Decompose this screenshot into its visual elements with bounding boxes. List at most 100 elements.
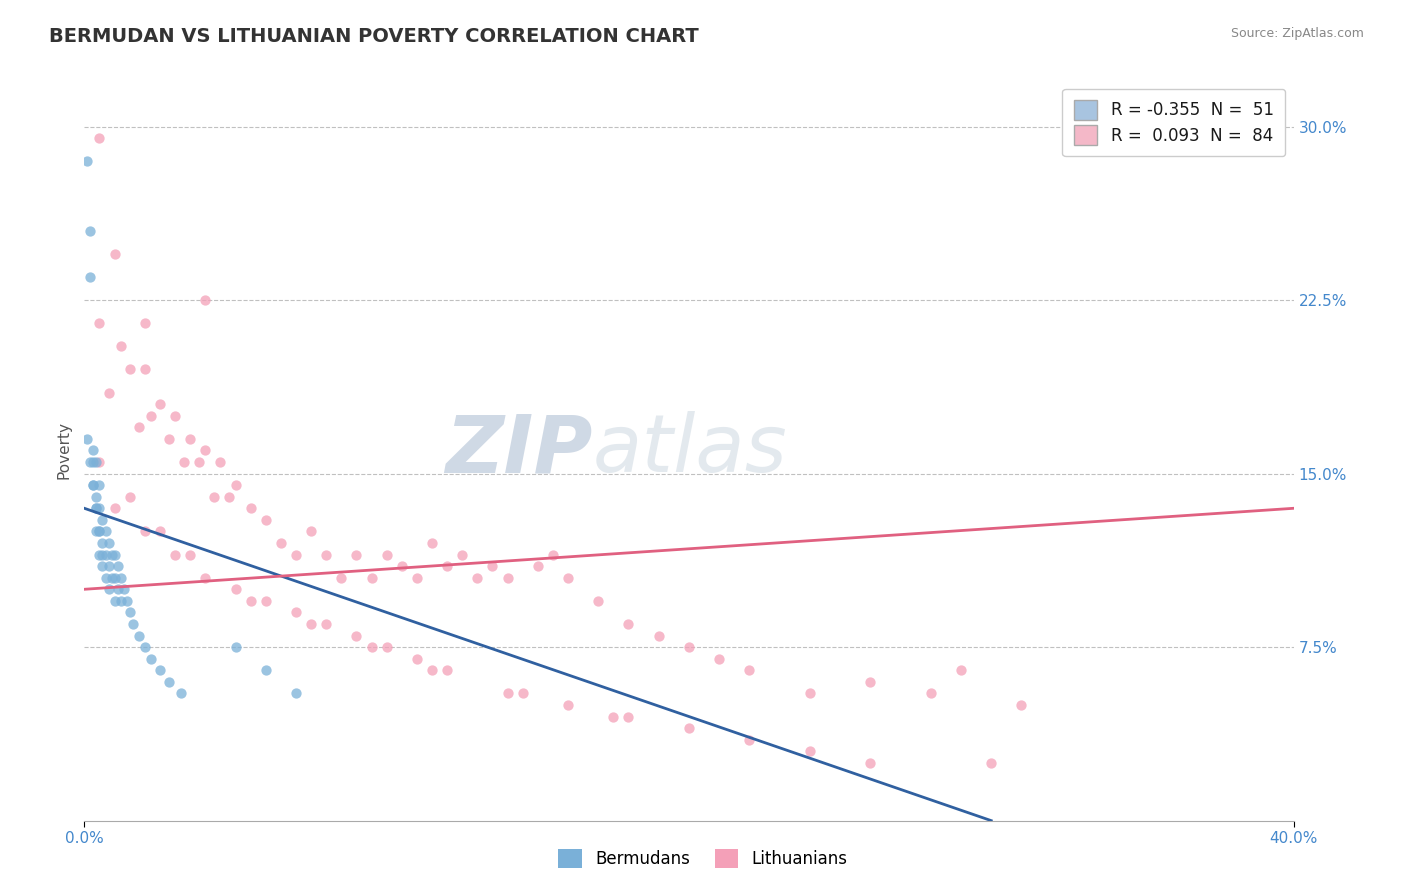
Point [170, 686, 193, 700]
Point [406, 571, 429, 585]
Point [97, 559, 120, 574]
Point [254, 594, 277, 608]
Point [165, 548, 187, 562]
Point [86, 455, 108, 469]
Text: ZIP: ZIP [444, 411, 592, 490]
Point [91, 513, 114, 527]
Point [104, 594, 127, 608]
Point [360, 571, 382, 585]
Point [254, 513, 277, 527]
Point [100, 571, 122, 585]
Point [134, 362, 156, 376]
Point [588, 594, 610, 608]
Point [82, 478, 104, 492]
Point [134, 640, 156, 654]
Point [557, 571, 579, 585]
Point [107, 559, 129, 574]
Point [225, 640, 247, 654]
Point [678, 640, 700, 654]
Point [617, 709, 640, 723]
Point [79, 455, 101, 469]
Point [420, 536, 443, 550]
Point [82, 455, 104, 469]
Point [346, 548, 368, 562]
Point [89, 316, 111, 330]
Point [375, 548, 398, 562]
Point [254, 663, 277, 677]
Point [391, 559, 413, 574]
Point [89, 501, 111, 516]
Point [157, 432, 180, 446]
Legend: Bermudans, Lithuanians: Bermudans, Lithuanians [551, 842, 855, 875]
Point [467, 571, 489, 585]
Point [738, 732, 761, 747]
Point [97, 536, 120, 550]
Point [79, 269, 101, 284]
Point [1011, 698, 1033, 712]
Point [110, 594, 132, 608]
Point [91, 536, 114, 550]
Point [110, 339, 132, 353]
Point [375, 640, 398, 654]
Point [541, 548, 564, 562]
Point [285, 686, 308, 700]
Y-axis label: Poverty: Poverty [56, 421, 72, 480]
Point [218, 490, 240, 504]
Point [89, 524, 111, 539]
Point [91, 559, 114, 574]
Point [194, 443, 217, 458]
Point [481, 559, 503, 574]
Point [89, 455, 111, 469]
Point [330, 571, 353, 585]
Point [86, 524, 108, 539]
Point [406, 651, 429, 665]
Point [104, 247, 127, 261]
Point [602, 709, 624, 723]
Point [157, 674, 180, 689]
Point [950, 663, 973, 677]
Point [76, 154, 98, 169]
Point [239, 501, 262, 516]
Point [149, 397, 172, 411]
Point [134, 524, 156, 539]
Point [82, 443, 104, 458]
Point [82, 478, 104, 492]
Point [107, 582, 129, 597]
Point [527, 559, 550, 574]
Point [100, 548, 122, 562]
Text: atlas: atlas [592, 411, 787, 490]
Point [94, 524, 117, 539]
Point [270, 536, 292, 550]
Point [104, 571, 127, 585]
Point [104, 501, 127, 516]
Point [209, 455, 232, 469]
Point [346, 628, 368, 642]
Point [91, 548, 114, 562]
Point [139, 409, 162, 423]
Point [94, 548, 117, 562]
Point [920, 686, 942, 700]
Point [173, 455, 195, 469]
Point [496, 686, 519, 700]
Point [315, 617, 337, 632]
Point [165, 409, 187, 423]
Point [97, 385, 120, 400]
Point [76, 432, 98, 446]
Point [149, 524, 172, 539]
Point [110, 571, 132, 585]
Point [97, 582, 120, 597]
Point [451, 548, 474, 562]
Point [86, 501, 108, 516]
Point [179, 432, 201, 446]
Point [360, 640, 382, 654]
Point [980, 756, 1002, 770]
Point [436, 559, 458, 574]
Point [738, 663, 761, 677]
Point [285, 548, 308, 562]
Point [188, 455, 211, 469]
Point [315, 548, 337, 562]
Point [194, 293, 217, 307]
Point [89, 524, 111, 539]
Point [121, 617, 143, 632]
Point [239, 594, 262, 608]
